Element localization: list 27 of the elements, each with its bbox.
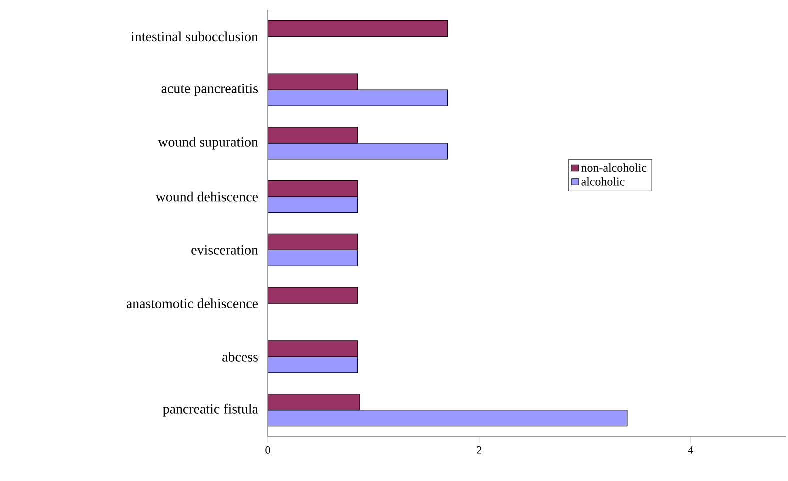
bar: [268, 74, 358, 90]
x-tick-label: 0: [266, 446, 270, 454]
bar: [268, 287, 358, 304]
x-tick-label: 4: [688, 446, 694, 454]
x-tick-label: 2: [477, 446, 482, 454]
y-tick-label: pancreatic fistula: [163, 404, 258, 417]
bar: [268, 340, 358, 358]
legend-label: alcoholic: [582, 177, 625, 186]
y-tick-label: anastomotic dehiscence: [126, 298, 258, 308]
bar: [268, 410, 628, 427]
bar: [268, 143, 448, 160]
y-tick-label: intestinal subocclusion: [131, 32, 258, 42]
bar: [268, 196, 358, 214]
bar: [268, 180, 358, 198]
y-tick-label: abcess: [222, 352, 258, 362]
y-tick-label: evisceration: [192, 246, 258, 255]
y-tick-label: acute pancreatitis: [162, 84, 258, 96]
legend-label: non-alcoholic: [582, 164, 647, 172]
bar: [268, 20, 448, 37]
bar: [268, 394, 360, 411]
bar: [268, 90, 448, 106]
y-tick-label: wound supuration: [158, 137, 258, 150]
bar: [268, 234, 358, 250]
bar: [268, 356, 358, 374]
y-tick-label: wound dehiscence: [156, 192, 258, 202]
bar: [268, 127, 358, 144]
bar: [268, 250, 358, 266]
